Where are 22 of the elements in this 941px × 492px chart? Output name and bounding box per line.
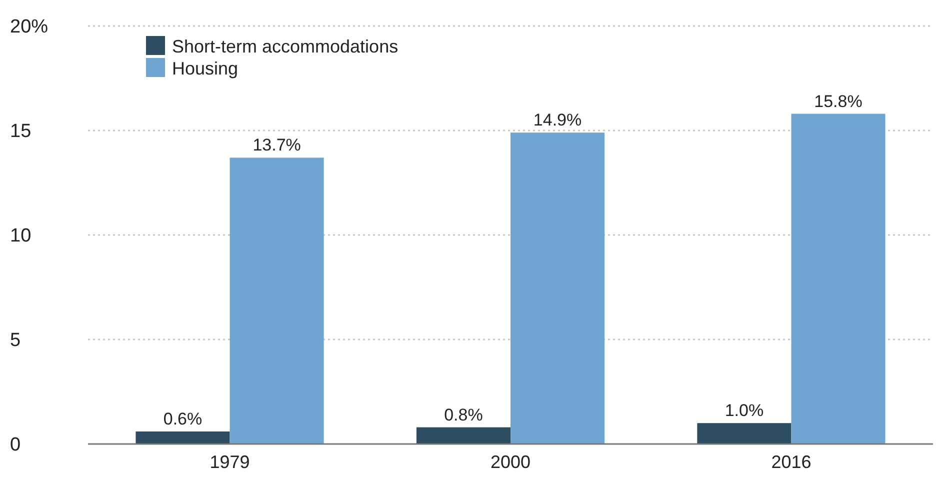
y-tick-label: 15: [10, 121, 32, 142]
bar: [791, 114, 886, 444]
data-label: 1.0%: [724, 401, 764, 420]
x-tick-label: 2016: [771, 452, 812, 472]
data-label: 13.7%: [252, 136, 301, 155]
bar: [697, 423, 792, 444]
data-label: 15.8%: [814, 92, 862, 111]
bar: [510, 132, 605, 444]
x-tick-label: 1979: [210, 452, 250, 472]
data-label: 0.6%: [163, 409, 202, 428]
data-label: 0.8%: [444, 405, 483, 424]
legend-label: Short-term accommodations: [172, 36, 398, 56]
x-tick-label: 2000: [490, 452, 531, 472]
y-tick-label: 10: [10, 226, 32, 247]
legend-label: Housing: [172, 58, 238, 78]
bar: [416, 427, 510, 444]
bar: [136, 431, 230, 444]
y-tick-label: 0: [10, 434, 21, 456]
y-tick-label: 5: [10, 330, 21, 352]
y-tick-label: 20%: [10, 16, 48, 38]
bar: [230, 158, 324, 444]
data-label: 14.9%: [533, 110, 582, 130]
